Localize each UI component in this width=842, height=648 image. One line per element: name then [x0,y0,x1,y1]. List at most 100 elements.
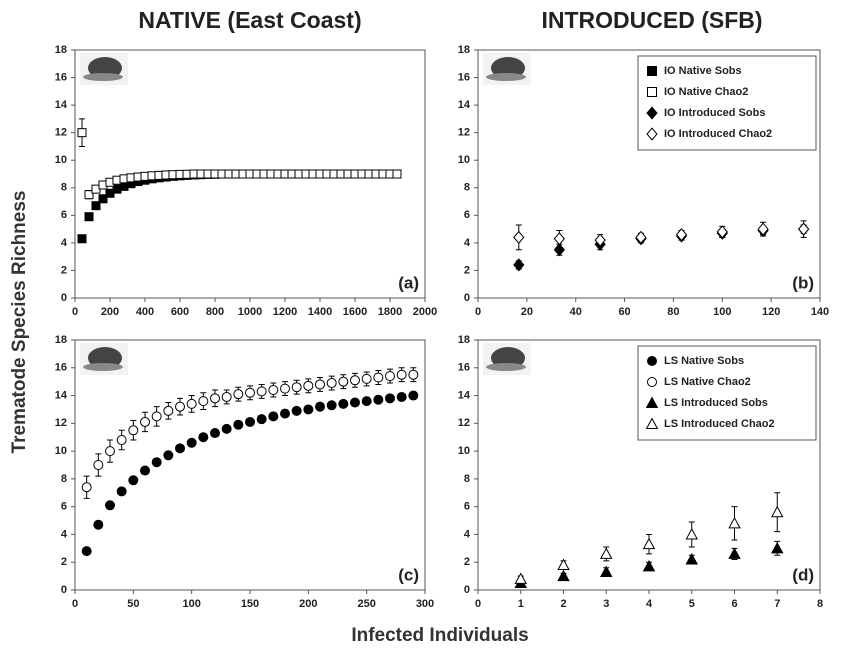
y-tick-label: 6 [61,501,67,513]
data-point [245,387,255,398]
data-point [303,404,314,415]
x-tick-label: 300 [416,598,434,610]
legend-label: LS Native Sobs [664,355,744,367]
data-point [256,386,267,397]
data-point [77,128,87,138]
data-point [396,369,407,380]
data-point [186,398,197,409]
y-tick-label: 2 [464,264,470,276]
legend-marker [645,417,659,429]
data-point [210,393,220,404]
y-tick-label: 16 [55,362,67,374]
icon-body [486,363,526,371]
data-point [513,230,525,245]
data-point [140,465,150,476]
y-tick-label: 14 [458,99,471,111]
data-point [396,391,407,402]
data-point [373,372,384,383]
y-tick-label: 0 [464,292,470,304]
data-point [116,486,127,497]
column-title: INTRODUCED (SFB) [541,7,762,33]
x-tick-label: 100 [713,306,731,318]
y-tick-label: 18 [458,334,470,346]
data-point [175,443,185,454]
data-point [408,369,419,380]
icon-body [83,363,123,371]
legend-marker [646,127,658,141]
y-tick-label: 0 [464,584,470,596]
data-point [361,373,372,384]
legend-label: IO Introduced Sobs [664,107,765,119]
y-tick-label: 10 [55,445,67,457]
data-point [280,408,290,419]
y-tick-label: 18 [458,44,470,56]
data-point [233,419,244,430]
y-tick-label: 8 [464,182,470,194]
snail-icon [80,343,128,375]
data-point [93,519,104,530]
data-point [198,396,209,407]
y-tick-label: 16 [458,362,470,374]
x-tick-label: 250 [357,598,375,610]
data-point [338,376,349,387]
y-tick-label: 12 [55,127,67,139]
legend-marker [647,66,657,76]
data-point [757,222,769,236]
x-tick-label: 6 [731,598,737,610]
x-tick-label: 800 [206,306,224,318]
x-tick-label: 50 [127,598,139,610]
y-tick-label: 18 [55,44,67,56]
x-tick-label: 120 [762,306,780,318]
legend-marker [645,396,659,408]
data-point [221,391,232,402]
legend-label: IO Native Sobs [664,65,742,77]
data-point [256,414,267,425]
data-point [116,435,127,445]
data-point [233,389,244,400]
data-point [291,382,302,393]
y-tick-label: 6 [464,209,470,221]
data-point [326,400,337,411]
data-point [151,411,162,422]
plot-frame [477,49,821,299]
snail-icon [483,343,531,375]
x-tick-label: 600 [171,306,189,318]
data-point [186,437,197,448]
y-tick-label: 6 [464,501,470,513]
data-point [175,401,185,412]
data-point [385,371,395,382]
x-tick-label: 40 [570,306,582,318]
x-tick-label: 100 [182,598,200,610]
x-tick-label: 0 [72,306,78,318]
data-point [98,194,108,204]
data-point [315,401,325,412]
y-tick-label: 12 [458,127,470,139]
data-point [303,380,314,391]
x-tick-label: 1000 [238,306,262,318]
data-point [798,222,810,236]
data-point [151,457,162,468]
x-tick-label: 200 [101,306,119,318]
data-point [600,565,613,577]
y-tick-label: 14 [55,99,68,111]
data-point [268,411,279,422]
legend-label: LS Introduced Sobs [664,397,768,409]
y-tick-label: 0 [61,292,67,304]
x-tick-label: 8 [817,598,823,610]
y-tick-label: 4 [464,237,471,249]
y-tick-label: 14 [458,389,471,401]
data-point [385,393,395,404]
y-tick-label: 4 [464,528,471,540]
y-tick-label: 2 [464,556,470,568]
data-point [291,405,302,416]
data-point [140,416,150,427]
y-tick-label: 10 [458,154,470,166]
data-point [513,258,525,272]
data-point [557,569,570,582]
x-tick-label: 1800 [378,306,402,318]
data-point [635,230,647,245]
y-tick-label: 0 [61,584,67,596]
data-point [128,425,139,436]
x-tick-label: 0 [475,598,481,610]
